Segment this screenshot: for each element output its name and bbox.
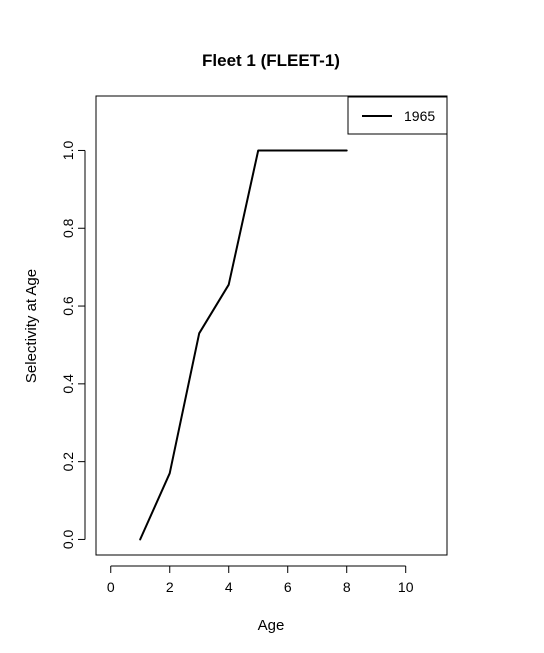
series-line-1965: [139, 149, 348, 541]
chart-title: Fleet 1 (FLEET-1): [202, 51, 340, 70]
plot-frame: [95, 95, 448, 556]
x-axis-label: Age: [258, 617, 285, 634]
y-axis-label: Selectivity at Age: [23, 269, 40, 383]
x-tick-label: 8: [343, 579, 351, 595]
legend-label-1965: 1965: [404, 108, 435, 124]
x-tick-label: 2: [166, 579, 174, 595]
y-tick-label: 1.0: [60, 141, 76, 161]
y-tick-label: 0.6: [60, 296, 76, 316]
x-tick-label: 4: [225, 579, 233, 595]
y-tick-label: 0.4: [60, 374, 76, 394]
y-tick-label: 0.2: [60, 452, 76, 472]
y-axis: 0.0 0.2 0.4 0.6 0.8 1.0: [60, 141, 86, 549]
y-tick-label: 0.8: [60, 218, 76, 238]
series-layer: [139, 149, 348, 541]
x-axis: 0 2 4 6 8 10: [107, 565, 414, 595]
legend: 1965: [347, 96, 448, 135]
x-tick-label: 6: [284, 579, 292, 595]
x-tick-label: 10: [398, 579, 414, 595]
y-tick-label: 0.0: [60, 529, 76, 549]
x-tick-label: 0: [107, 579, 115, 595]
